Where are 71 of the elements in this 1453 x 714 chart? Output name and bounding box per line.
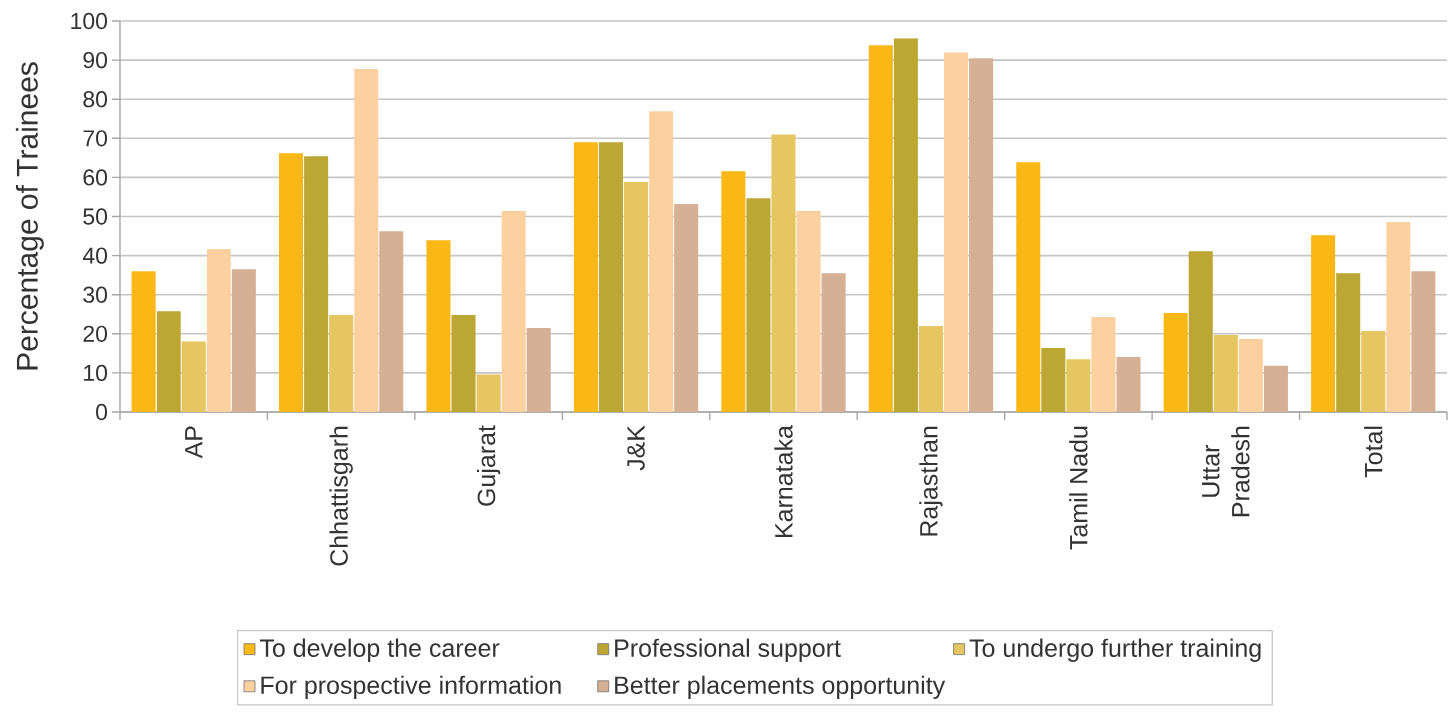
y-tick-label: 40 — [82, 247, 108, 264]
bar — [1411, 271, 1436, 412]
bar — [279, 153, 304, 412]
y-tick-label: 100 — [71, 12, 108, 30]
bar — [206, 248, 231, 412]
y-tick-label: 0 — [96, 403, 108, 421]
bar — [354, 69, 379, 412]
bar — [1238, 338, 1263, 412]
bar — [426, 240, 451, 412]
legend-label: To develop the career — [259, 638, 500, 662]
x-tick-label: Karnataka — [774, 425, 793, 537]
x-tick-label: Total — [1364, 426, 1383, 478]
x-tick-label: Gujarat — [476, 425, 501, 506]
bar — [746, 198, 771, 412]
bar — [674, 203, 699, 412]
bar — [1386, 221, 1411, 412]
bar — [1361, 331, 1386, 412]
bar — [231, 269, 256, 412]
bar — [1041, 347, 1066, 412]
bar — [1311, 235, 1336, 412]
bar — [573, 142, 598, 412]
bar — [526, 327, 551, 412]
bar — [1213, 334, 1238, 412]
x-tick-label: Rajasthan — [919, 426, 943, 536]
x-tick-label: AP — [185, 426, 203, 459]
bar — [649, 111, 674, 412]
bar — [893, 38, 918, 412]
bar — [329, 315, 354, 412]
bar — [501, 211, 526, 412]
bar — [1163, 313, 1188, 412]
y-tick-label: 80 — [83, 91, 108, 108]
bar — [796, 211, 821, 412]
bar — [624, 182, 649, 412]
bar — [868, 45, 893, 412]
bar — [598, 142, 623, 412]
bar — [476, 374, 501, 412]
y-tick-label: 20 — [83, 325, 108, 342]
bar — [721, 171, 746, 412]
bar — [156, 311, 181, 412]
y-tick-label: 60 — [83, 169, 108, 186]
legend-label: For prospective information — [261, 675, 561, 700]
y-tick-label: 30 — [83, 286, 108, 303]
bar — [304, 156, 329, 412]
bar — [181, 341, 206, 412]
bar — [821, 273, 846, 412]
x-tick-label: J&K — [627, 425, 645, 471]
bar — [131, 271, 156, 412]
bar — [771, 134, 796, 412]
x-tick-label: Uttar Pradesh — [1202, 426, 1250, 517]
bar — [1188, 251, 1213, 412]
y-axis-title: Percentage of Trainees — [15, 62, 44, 370]
bar — [1091, 316, 1116, 412]
bar — [1066, 359, 1091, 412]
y-tick-label: 10 — [84, 364, 108, 382]
bar — [1336, 273, 1361, 412]
y-tick-label: 70 — [83, 130, 108, 147]
bar — [379, 231, 404, 412]
legend-label: Better placements opportunity — [615, 675, 946, 700]
y-tick-label: 90 — [83, 51, 108, 69]
y-tick-label: 50 — [83, 208, 108, 225]
bar — [918, 325, 943, 412]
bar — [943, 52, 969, 412]
bar — [969, 58, 994, 412]
bar — [451, 315, 476, 412]
bar — [1263, 365, 1288, 412]
x-tick-label: Tamil Nadu — [1069, 426, 1088, 550]
legend-label: To undergo further training — [969, 638, 1261, 662]
bar — [1016, 162, 1041, 412]
legend-label: Professional support — [615, 638, 841, 662]
x-tick-label: Chhattisgarh — [329, 426, 353, 566]
bar — [1116, 356, 1141, 412]
